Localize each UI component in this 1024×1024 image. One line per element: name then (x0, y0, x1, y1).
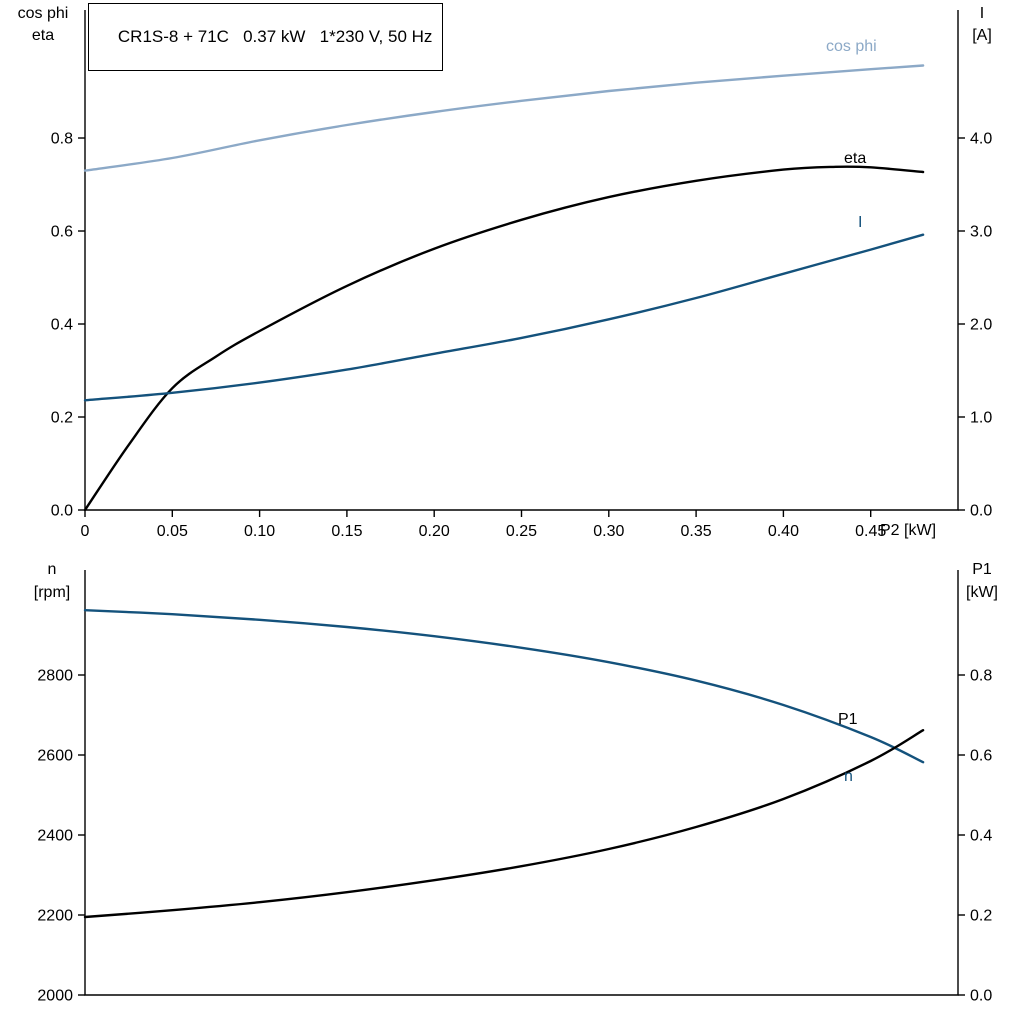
svg-text:0.05: 0.05 (157, 523, 188, 540)
svg-text:2200: 2200 (37, 908, 73, 925)
svg-text:0.45: 0.45 (855, 523, 886, 540)
chart-title: CR1S-8 + 71C 0.37 kW 1*230 V, 50 Hz (117, 27, 433, 46)
svg-text:0.0: 0.0 (970, 503, 992, 520)
p1-curve-label: P1 (838, 711, 858, 728)
svg-text:0.2: 0.2 (970, 908, 992, 925)
bottom-right-axis-label-line2: [kW] (966, 584, 998, 601)
svg-text:0.6: 0.6 (970, 748, 992, 765)
svg-text:0.4: 0.4 (51, 317, 73, 334)
svg-text:0: 0 (81, 523, 90, 540)
bottom-right-axis-label-line1: P1 (972, 561, 992, 578)
svg-text:0.20: 0.20 (419, 523, 450, 540)
svg-text:0.4: 0.4 (970, 828, 992, 845)
svg-text:2400: 2400 (37, 828, 73, 845)
svg-text:0.0: 0.0 (51, 503, 73, 520)
eta-curve-label: eta (844, 150, 867, 167)
svg-text:0.2: 0.2 (51, 410, 73, 427)
bottom-left-axis-label-line2: [rpm] (33, 584, 71, 601)
svg-text:2800: 2800 (37, 668, 73, 685)
svg-text:0.30: 0.30 (593, 523, 624, 540)
current-curve-label: I (858, 214, 863, 231)
svg-text:0.40: 0.40 (768, 523, 799, 540)
svg-text:0.35: 0.35 (681, 523, 712, 540)
svg-text:3.0: 3.0 (970, 223, 992, 240)
svg-text:2600: 2600 (37, 748, 73, 765)
svg-text:2000: 2000 (37, 988, 73, 1005)
svg-text:0.25: 0.25 (506, 523, 537, 540)
cos-phi-curve-label: cos phi (826, 38, 877, 55)
svg-text:2.0: 2.0 (970, 316, 992, 333)
top-left-axis-label-line1: cos phi (17, 5, 69, 22)
svg-text:0.0: 0.0 (970, 988, 992, 1005)
svg-text:0.8: 0.8 (970, 668, 992, 685)
svg-text:0.8: 0.8 (51, 131, 73, 148)
n-curve-label: n (844, 768, 853, 785)
svg-text:0.10: 0.10 (244, 523, 275, 540)
top-right-axis-label-line1: I (979, 5, 985, 22)
chart-title-box: CR1S-8 + 71C 0.37 kW 1*230 V, 50 Hz (88, 3, 444, 71)
svg-text:1.0: 1.0 (970, 409, 992, 426)
bottom-chart-canvas: 2000 2200 2400 2600 2800 0.0 0.2 0.4 0.6 0.8 (37, 570, 992, 1005)
svg-text:0.6: 0.6 (51, 224, 73, 241)
x-axis-label: P2 [kW] (880, 522, 937, 539)
svg-text:0.15: 0.15 (331, 523, 362, 540)
bottom-left-axis-label-line1: n (47, 561, 57, 578)
top-chart-canvas: 0 0.05 0.10 0.15 0.20 0.25 0.30 0.35 0.40 0.45 0.0… (51, 10, 992, 540)
svg-text:4.0: 4.0 (970, 130, 992, 147)
top-right-axis-label-line2: [A] (972, 27, 992, 44)
top-left-axis-label-line2: eta (31, 27, 55, 44)
